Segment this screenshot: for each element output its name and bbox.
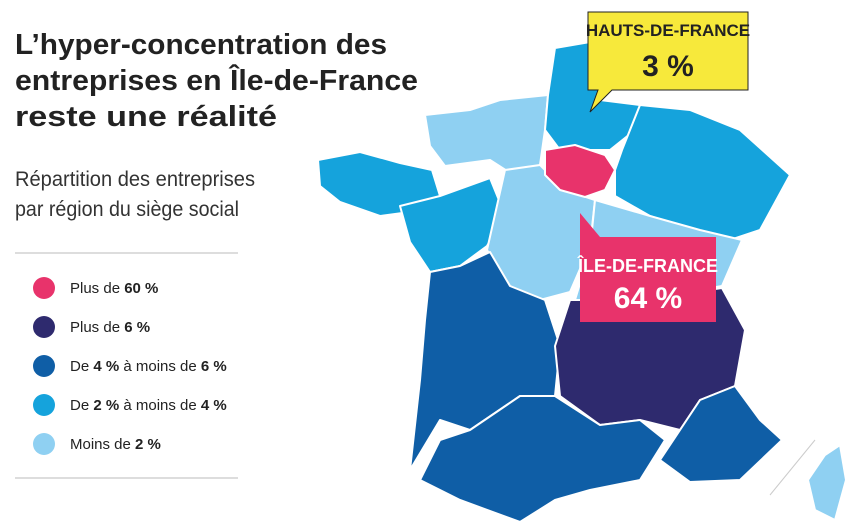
legend-swatch xyxy=(33,355,55,377)
subtitle-line: par région du siège social xyxy=(15,198,239,221)
callout-box xyxy=(580,213,716,322)
legend-label: Moins de 2 % xyxy=(70,436,161,453)
callout-region: ÎLE-DE-FRANCE xyxy=(577,255,718,276)
legend-text: 2 % xyxy=(93,397,119,414)
legend-text: Plus de xyxy=(70,280,124,297)
legend-swatch xyxy=(33,316,55,338)
legend-text: 60 % xyxy=(124,280,158,297)
legend-text: De xyxy=(70,397,93,414)
legend-text: 4 % xyxy=(93,358,119,375)
legend-text: 6 % xyxy=(201,358,227,375)
callout-share: 64 % xyxy=(614,282,682,315)
subtitle-line: Répartition des entreprises xyxy=(15,168,255,191)
callout-share: 3 % xyxy=(642,50,694,83)
legend-text: à moins de xyxy=(119,397,201,414)
legend-text: De xyxy=(70,358,93,375)
region-paca xyxy=(659,385,783,483)
callout-box xyxy=(587,11,749,113)
legend-swatch xyxy=(33,394,55,416)
title-line: entreprises en Île-de-France xyxy=(15,63,418,97)
legend-text: à moins de xyxy=(119,358,201,375)
legend-swatch xyxy=(33,277,55,299)
legend-text: Plus de xyxy=(70,319,124,336)
region-occitanie xyxy=(419,395,666,523)
title-line: reste une réalité xyxy=(15,101,277,133)
legend-text: 4 % xyxy=(201,397,227,414)
callout-hauts-de-france: HAUTS-DE-FRANCE 3 % xyxy=(586,11,750,113)
legend-text: Moins de xyxy=(70,436,135,453)
legend-label: De 2 % à moins de 4 % xyxy=(70,397,227,414)
legend-label: De 4 % à moins de 6 % xyxy=(70,358,227,375)
region-ile-de-france xyxy=(544,144,616,198)
region-normandie xyxy=(424,94,549,177)
title-line: L’hyper-concentration des xyxy=(15,29,387,61)
legend-label: Plus de 60 % xyxy=(70,280,158,297)
region-corse xyxy=(807,444,847,521)
legend-text: 2 % xyxy=(135,436,161,453)
legend-text: 6 % xyxy=(124,319,150,336)
callout-ile-de-france: ÎLE-DE-FRANCE 64 % xyxy=(577,213,718,322)
legend-label: Plus de 6 % xyxy=(70,319,150,336)
callout-region: HAUTS-DE-FRANCE xyxy=(586,21,750,40)
legend-swatch xyxy=(33,433,55,455)
inset-line xyxy=(769,439,816,496)
